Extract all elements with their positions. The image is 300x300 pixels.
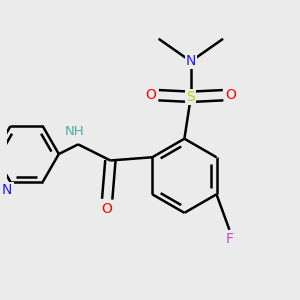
Text: F: F xyxy=(225,232,233,247)
Text: NH: NH xyxy=(65,125,85,138)
Text: O: O xyxy=(145,88,156,102)
Text: N: N xyxy=(186,54,196,68)
Text: S: S xyxy=(187,90,195,104)
Text: O: O xyxy=(102,202,112,216)
Text: N: N xyxy=(2,183,12,197)
Text: O: O xyxy=(226,88,237,102)
